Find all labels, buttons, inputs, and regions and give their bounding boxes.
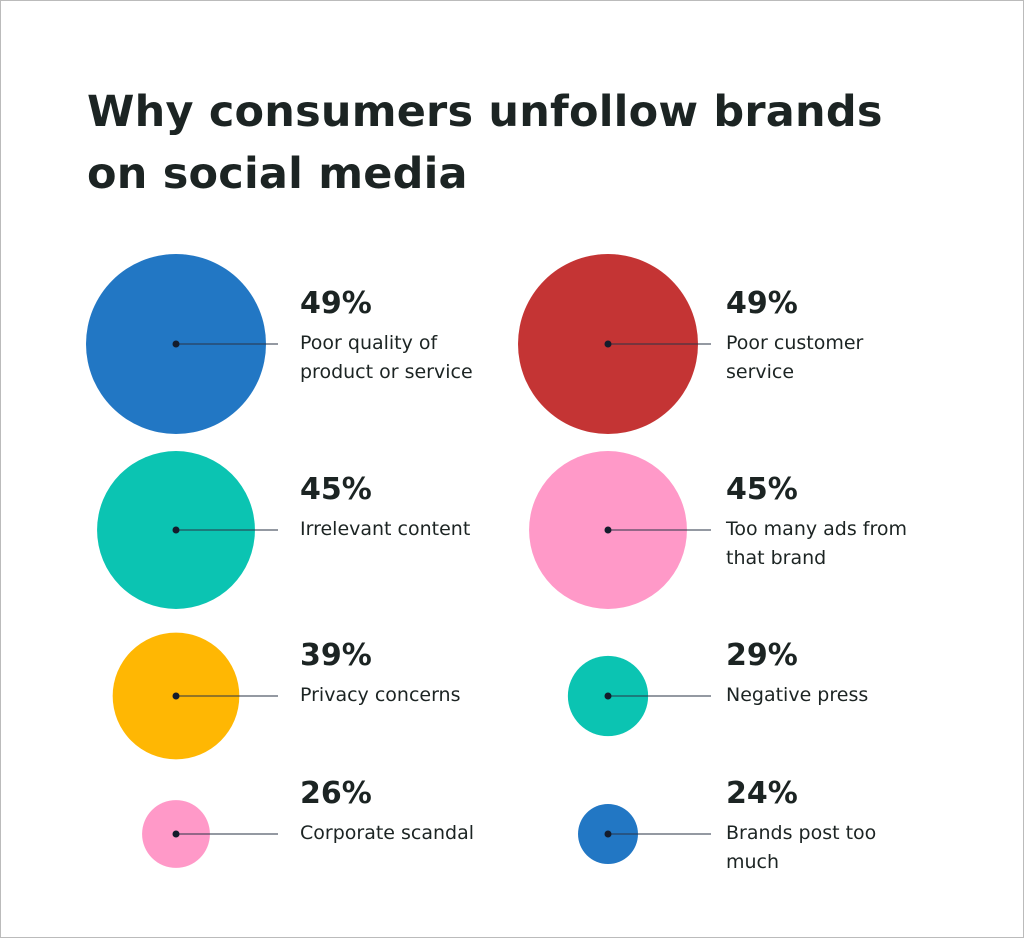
center-dot [172, 526, 180, 534]
center-dot [172, 830, 180, 838]
center-dot [604, 526, 612, 534]
center-dot [172, 340, 180, 348]
category-label: Too many ads from that brand [726, 518, 908, 569]
value-label: 29% [726, 638, 798, 673]
category-label: Corporate scandal [300, 822, 475, 844]
category-label: Poor quality of product or service [300, 332, 473, 383]
value-label: 49% [300, 286, 372, 321]
center-dot [172, 692, 180, 700]
center-dot [604, 692, 612, 700]
category-label: Poor customer service [726, 332, 864, 383]
category-label: Irrelevant content [300, 518, 471, 540]
value-label: 45% [300, 472, 372, 507]
value-label: 49% [726, 286, 798, 321]
center-dot [604, 340, 612, 348]
value-label: 26% [300, 776, 372, 811]
category-label: Negative press [726, 684, 869, 706]
value-label: 45% [726, 472, 798, 507]
value-label: 24% [726, 776, 798, 811]
center-dot [604, 830, 612, 838]
chart-title: Why consumers unfollow brands on social … [87, 87, 883, 199]
category-label: Brands post too much [726, 822, 877, 873]
category-label: Privacy concerns [300, 684, 461, 706]
value-label: 39% [300, 638, 372, 673]
